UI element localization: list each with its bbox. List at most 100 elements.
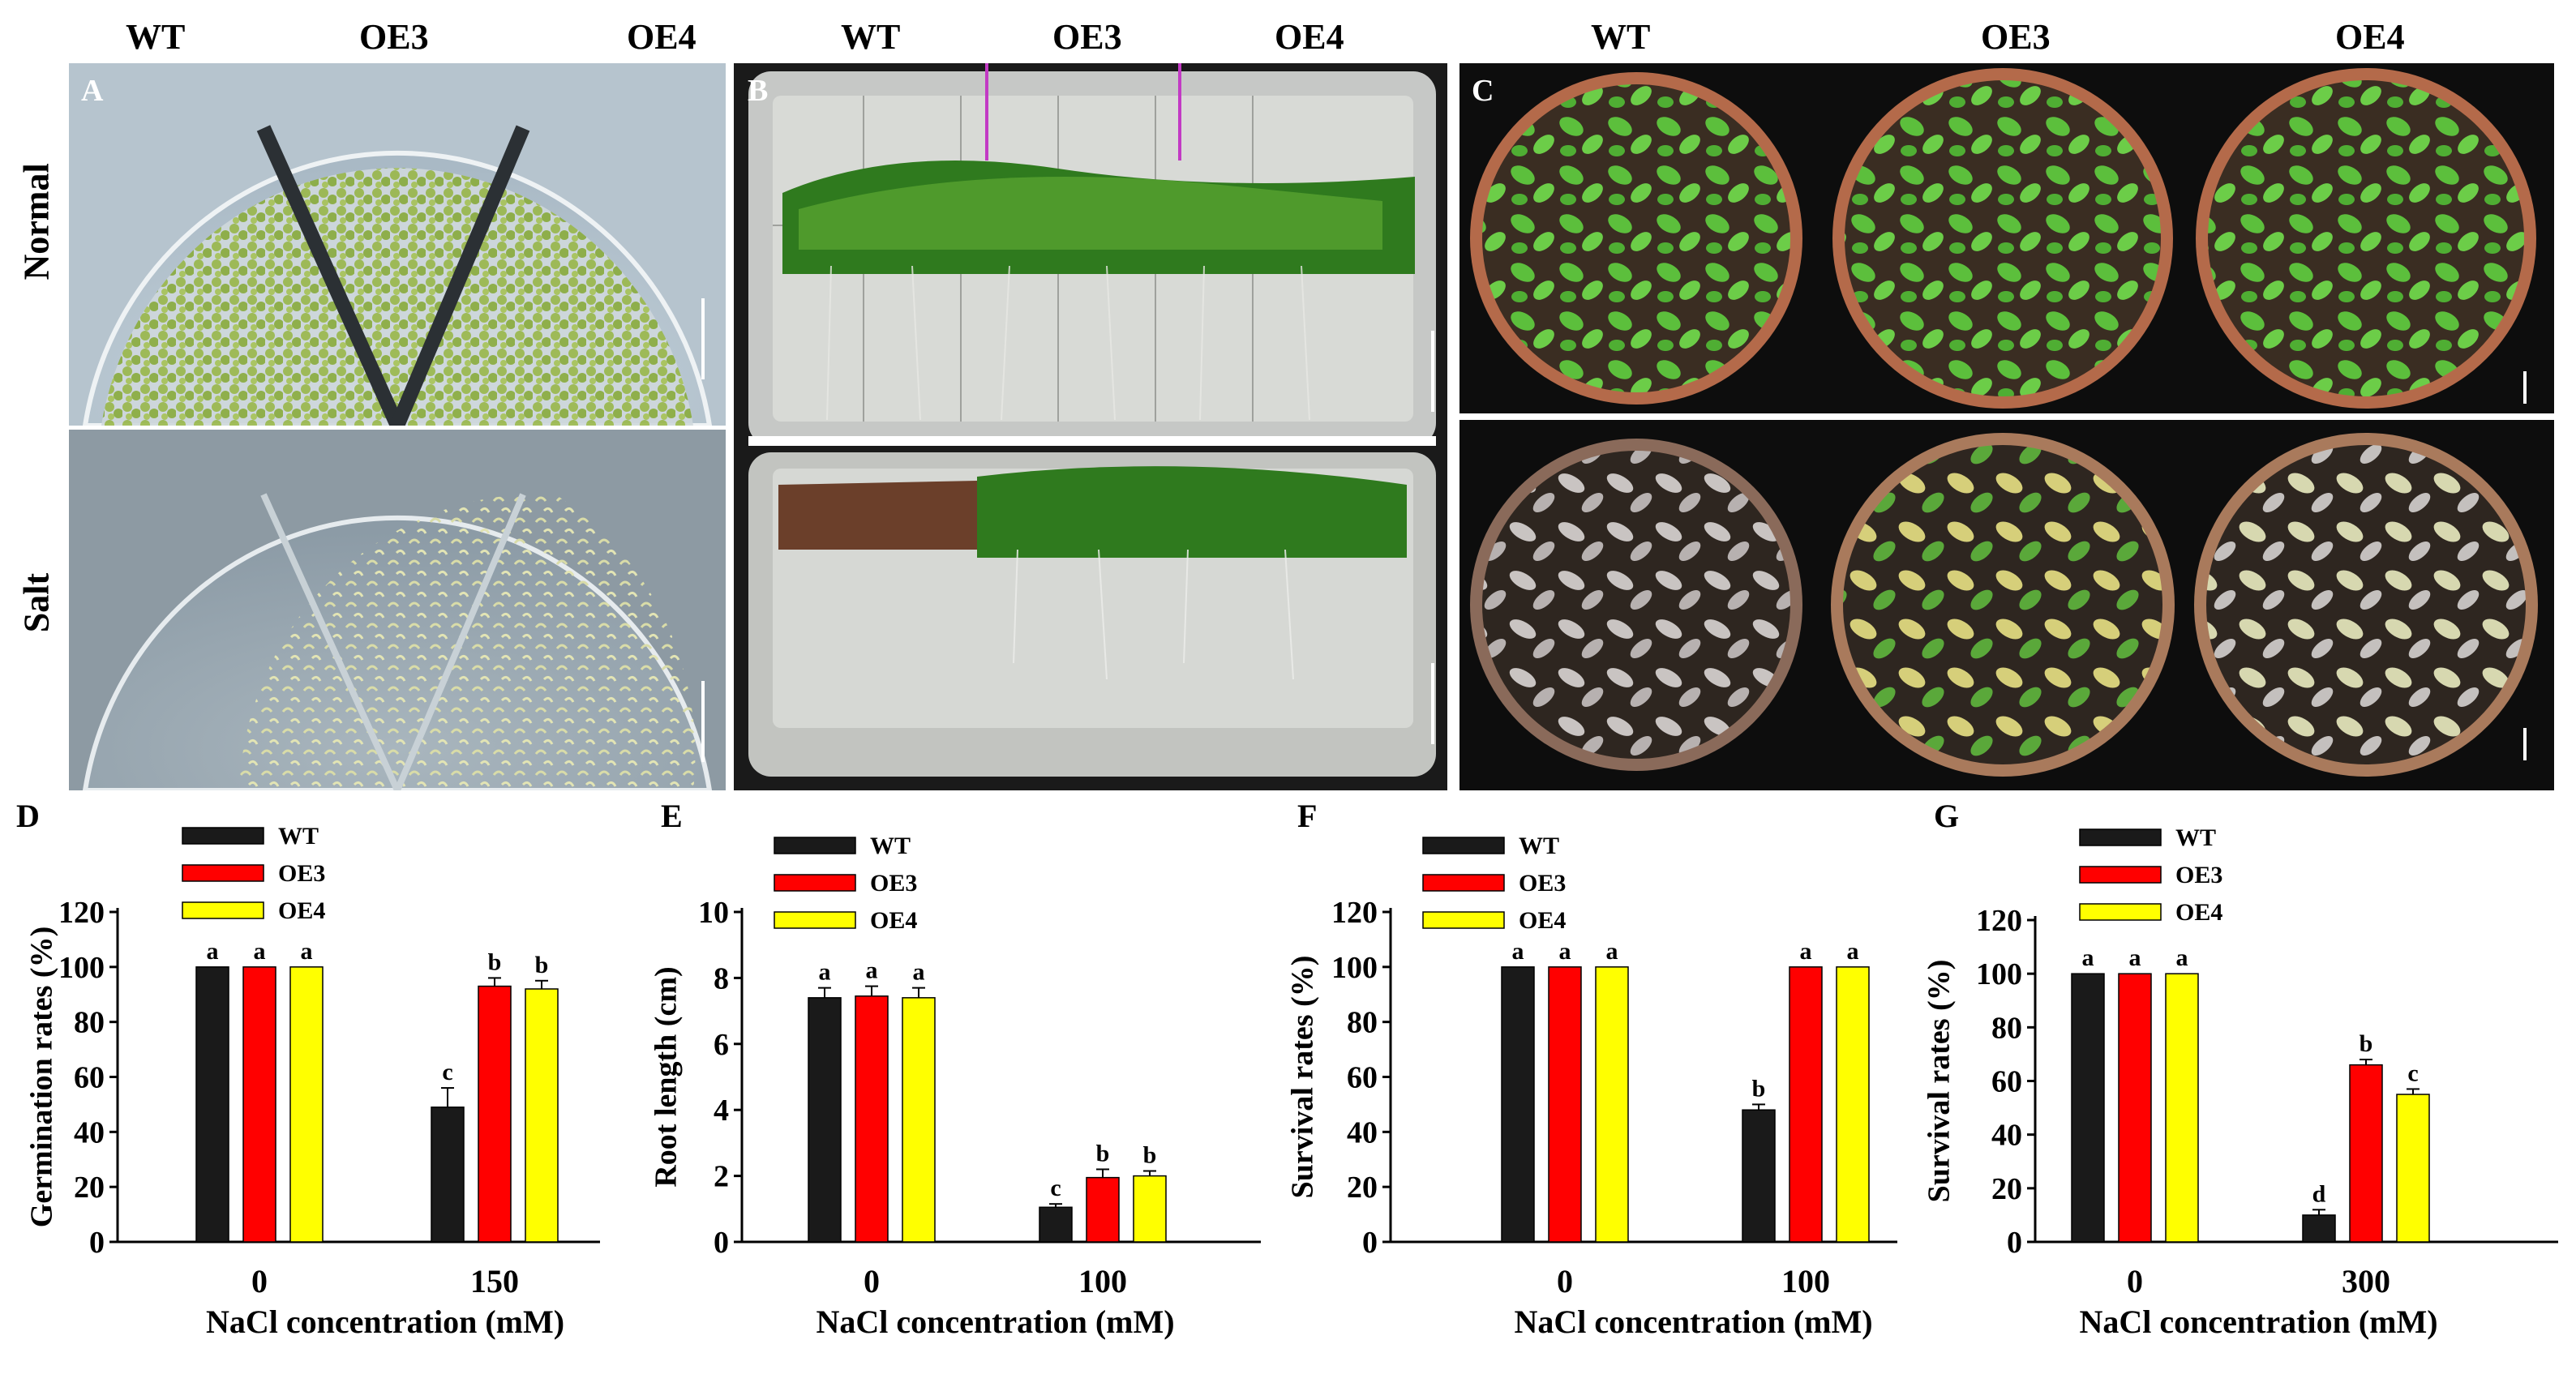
legend-swatch-oe3 xyxy=(2079,866,2162,884)
legend-swatch-wt xyxy=(1422,837,1505,854)
panel-c-normal-photo xyxy=(1459,63,2554,413)
legend-label-wt: WT xyxy=(278,823,319,850)
y-tick-label: 60 xyxy=(1991,1065,2022,1099)
y-tick-label: 8 xyxy=(714,961,729,995)
x-tick-label: 0 xyxy=(2127,1263,2143,1299)
y-tick-label: 120 xyxy=(1331,896,1378,930)
bar-oe4-0 xyxy=(2165,973,2199,1243)
legend-label-wt: WT xyxy=(1519,833,1559,859)
y-tick-label: 120 xyxy=(1976,904,2022,938)
header-b-wt: WT xyxy=(841,17,901,57)
legend-label-wt: WT xyxy=(2175,824,2216,851)
panel-letter-g: G xyxy=(1934,798,1959,834)
legend-swatch-oe4 xyxy=(774,911,856,929)
x-tick-label: 0 xyxy=(251,1263,268,1299)
row-label-normal: Normal xyxy=(16,163,57,280)
legend-swatch-wt xyxy=(2079,828,2162,846)
significance-letter: b xyxy=(1096,1140,1110,1167)
chart-f: F WT OE3 OE4 0 20 40 60 80 100 120 Survival rates (… xyxy=(1286,798,1897,1340)
significance-letter: a xyxy=(254,938,266,965)
legend-label-wt: WT xyxy=(870,833,911,859)
chart-g: G WT OE3 OE4 0 20 40 60 80 100 120 Survival rates (… xyxy=(1922,798,2558,1340)
legend-label-oe3: OE3 xyxy=(2175,862,2222,888)
significance-letter: a xyxy=(301,938,313,965)
y-axis-label: Root length (cm) xyxy=(649,966,684,1187)
y-tick-label: 100 xyxy=(58,951,105,985)
significance-letter: d xyxy=(2312,1180,2326,1207)
significance-letter: c xyxy=(2407,1060,2418,1086)
bar-oe3-150 xyxy=(478,985,512,1243)
y-tick-label: 80 xyxy=(1991,1011,2022,1045)
significance-letter: b xyxy=(1143,1141,1157,1168)
bar-wt-0 xyxy=(1501,966,1535,1243)
panel-letter-a: A xyxy=(81,74,104,108)
bar-oe4-0 xyxy=(1595,966,1629,1243)
x-tick-label: 150 xyxy=(470,1263,519,1299)
bar-oe4-150 xyxy=(525,988,559,1243)
legend-label-oe4: OE4 xyxy=(2175,899,2222,926)
bar-wt-0 xyxy=(195,966,229,1243)
y-tick-label: 20 xyxy=(1991,1172,2022,1206)
y-tick-label: 0 xyxy=(89,1226,105,1260)
bar-oe3-0 xyxy=(855,995,889,1243)
y-tick-label: 120 xyxy=(58,896,105,930)
bar-oe4-100 xyxy=(1133,1175,1167,1243)
panel-b-plate-photo xyxy=(734,63,1447,790)
header-c-wt: WT xyxy=(1591,17,1651,57)
header-c-oe4: OE4 xyxy=(2335,17,2405,57)
y-tick-label: 0 xyxy=(1362,1226,1378,1260)
legend-swatch-oe3 xyxy=(774,874,856,892)
significance-letter: b xyxy=(488,948,502,975)
row-label-salt: Salt xyxy=(16,572,57,633)
y-tick-label: 40 xyxy=(1991,1119,2022,1153)
legend-label-oe4: OE4 xyxy=(870,907,917,934)
y-tick-label: 80 xyxy=(74,1006,105,1040)
panel-letter-d: D xyxy=(16,798,40,834)
y-tick-label: 40 xyxy=(74,1115,105,1149)
y-tick-label: 40 xyxy=(1347,1115,1378,1149)
legend-label-oe3: OE3 xyxy=(278,860,325,887)
x-tick-label: 100 xyxy=(1781,1263,1830,1299)
y-tick-label: 2 xyxy=(714,1160,729,1194)
bar-wt-150 xyxy=(431,1107,465,1243)
y-tick-label: 20 xyxy=(1347,1171,1378,1205)
legend-swatch-oe3 xyxy=(182,864,264,882)
significance-letter: a xyxy=(207,938,219,965)
panel-letter-f: F xyxy=(1297,798,1317,834)
y-axis-label: Germination rates (%) xyxy=(25,927,59,1227)
y-tick-label: 10 xyxy=(698,896,729,930)
header-c-oe3: OE3 xyxy=(1981,17,2051,57)
y-axis-label: Survival rates (%) xyxy=(1922,960,1957,1203)
x-tick-label: 300 xyxy=(2342,1263,2390,1299)
x-axis-label: NaCl concentration (mM) xyxy=(816,1304,1174,1340)
x-tick-label: 100 xyxy=(1078,1263,1127,1299)
legend-swatch-oe4 xyxy=(1422,911,1505,929)
panel-letter-e: E xyxy=(661,798,683,834)
bar-oe3-0 xyxy=(1548,966,1582,1243)
panel-a-normal-photo xyxy=(69,63,726,426)
x-axis-label: NaCl concentration (mM) xyxy=(1514,1304,1872,1340)
header-b-oe3: OE3 xyxy=(1052,17,1122,57)
legend-swatch-wt xyxy=(774,837,856,854)
y-axis-label: Survival rates (%) xyxy=(1286,956,1320,1199)
header-a-oe3: OE3 xyxy=(359,17,429,57)
significance-letter: a xyxy=(2082,944,2094,971)
header-b-oe4: OE4 xyxy=(1275,17,1344,57)
bar-oe4-300 xyxy=(2396,1094,2430,1243)
significance-letter: b xyxy=(1752,1075,1766,1102)
y-tick-label: 20 xyxy=(74,1171,105,1205)
x-tick-label: 0 xyxy=(864,1263,880,1299)
bar-oe4-0 xyxy=(289,966,324,1243)
y-tick-label: 100 xyxy=(1331,951,1378,985)
panel-letter-c: C xyxy=(1472,74,1494,108)
significance-letter: b xyxy=(2360,1030,2373,1057)
bar-oe4-0 xyxy=(902,997,936,1243)
significance-letter: b xyxy=(535,952,549,978)
legend-swatch-wt xyxy=(182,827,264,845)
bar-oe3-0 xyxy=(242,966,276,1243)
panel-a-salt-photo xyxy=(69,430,726,790)
bar-wt-100 xyxy=(1039,1206,1073,1243)
significance-letter: a xyxy=(2129,944,2141,971)
significance-letter: c xyxy=(442,1059,452,1085)
